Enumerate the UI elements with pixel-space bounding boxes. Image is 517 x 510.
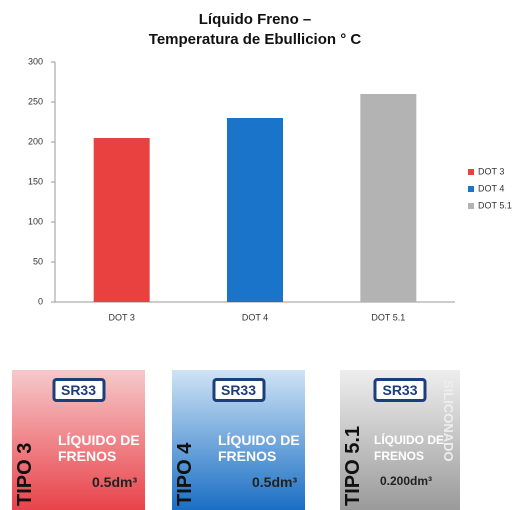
product-image: SR33 TIPO 4 LÍQUIDO DE FRENOS 0.5dm³ [172,370,305,510]
chart: Líquido Freno – Temperatura de Ebullicio… [28,11,512,322]
bar [227,118,283,302]
brand: SR33 [373,378,427,402]
legend-label: DOT 5.1 [478,200,512,210]
bar [360,94,417,302]
product-type: TIPO 4 [174,442,196,506]
volume: 0.5dm³ [92,474,138,490]
volume: 0.200dm³ [380,474,433,488]
product-name: LÍQUIDO DE FRENOS [374,432,444,464]
product-note: SILICONADO [441,380,456,462]
legend-label: DOT 4 [478,183,504,193]
chart-title: Temperatura de Ebullicion ° C [149,31,362,48]
name-line: LÍQUIDO DE [218,432,300,448]
y-tick-label: 250 [28,96,43,106]
name-line: LÍQUIDO DE [58,432,140,448]
name-line: FRENOS [58,448,117,464]
product-image: SR33 TIPO 5.1 LÍQUIDO DE FRENOS 0.200dm³ … [340,370,460,510]
legend-swatch [468,203,474,209]
volume: 0.5dm³ [252,474,298,490]
product-image: SR33 TIPO 3 LÍQUIDO DE FRENOS 0.5dm³ [12,370,145,510]
legend-label: DOT 3 [478,166,504,176]
legend-swatch [468,169,474,175]
y-tick-label: 200 [28,136,43,146]
x-tick-label: DOT 3 [108,312,134,322]
product-name: LÍQUIDO DE FRENOS [58,432,140,464]
product-type: TIPO 3 [14,442,36,506]
x-tick-label: DOT 5.1 [371,312,405,322]
y-tick-label: 150 [28,176,43,186]
y-tick-label: 50 [33,256,43,266]
brand: SR33 [211,378,266,402]
name-line: FRENOS [218,448,277,464]
y-tick-label: 100 [28,216,43,226]
bar [93,138,150,302]
product-name: LÍQUIDO DE FRENOS [218,432,300,464]
name-line: LÍQUIDO DE [374,433,445,447]
brand: SR33 [51,378,106,402]
product-type: TIPO 5.1 [342,425,364,506]
y-tick-label: 0 [38,296,43,306]
x-tick-label: DOT 4 [242,312,268,322]
legend-swatch [468,186,474,192]
y-tick-label: 300 [28,56,43,66]
name-line: FRENOS [374,449,425,463]
chart-title: Líquido Freno – [199,11,312,28]
